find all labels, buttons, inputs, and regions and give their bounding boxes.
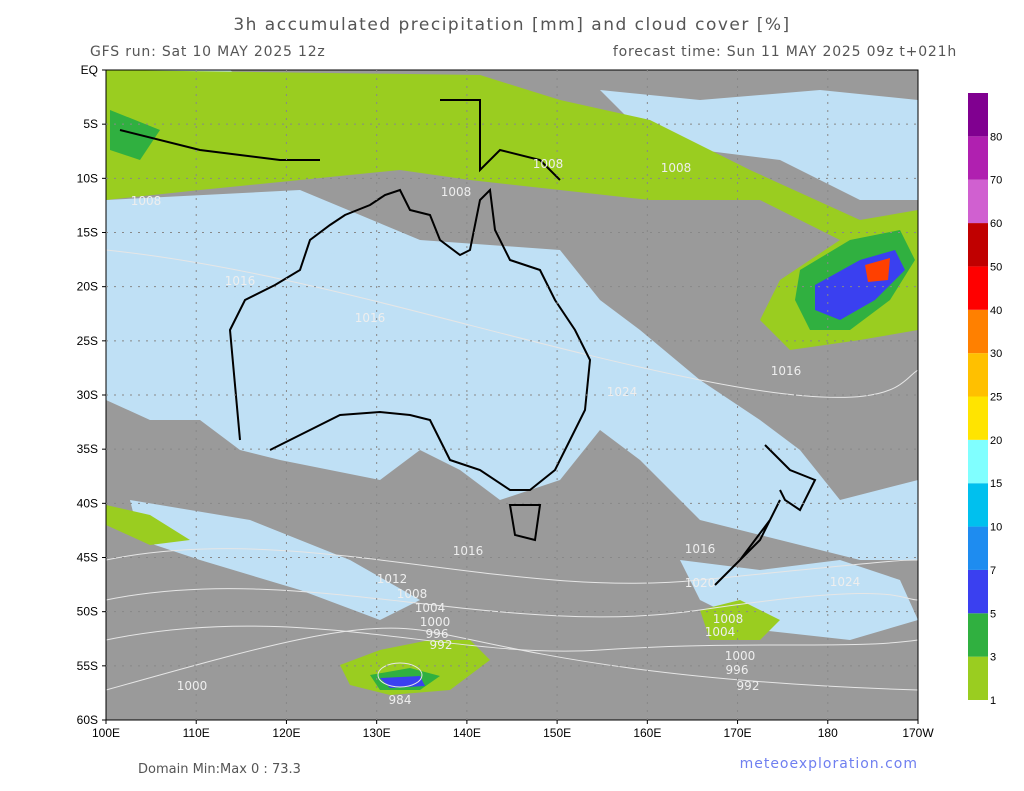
colorbar-label: 60 xyxy=(990,218,1002,230)
isobar-label: 1008 xyxy=(533,157,564,171)
colorbar-label: 70 xyxy=(990,175,1002,187)
isobar-label: 1008 xyxy=(397,587,428,601)
lat-label: 50S xyxy=(77,605,98,619)
isobar-label: 996 xyxy=(426,627,449,641)
lon-label: 110E xyxy=(183,726,210,740)
colorbar-swatch xyxy=(968,353,988,397)
colorbar-swatch xyxy=(968,483,988,527)
isobar-label: 996 xyxy=(726,663,749,677)
colorbar-label: 3 xyxy=(990,652,996,664)
clear-areas xyxy=(106,70,918,640)
isobar-label: 1008 xyxy=(441,185,472,199)
isobar-label: 1016 xyxy=(225,274,256,288)
lat-label: 15S xyxy=(77,226,98,240)
lon-label: 120E xyxy=(272,726,300,740)
lat-label: 35S xyxy=(77,442,98,456)
isobar-label: 1008 xyxy=(131,194,162,208)
colorbar-swatch xyxy=(968,613,988,657)
rain-peak xyxy=(865,258,890,282)
isobar-label: 1024 xyxy=(607,385,638,399)
isobars xyxy=(106,249,918,691)
colorbar-label: 1 xyxy=(990,695,996,707)
lat-label: 60S xyxy=(77,713,98,727)
coastlines xyxy=(119,99,817,586)
isobar-label: 1000 xyxy=(725,649,756,663)
domain-minmax: Domain Min:Max 0 : 73.3 xyxy=(138,762,301,777)
colorbar-label: 40 xyxy=(990,305,1002,317)
lat-label: 5S xyxy=(83,117,98,131)
isobar-label: 1000 xyxy=(420,615,451,629)
lon-label: 170W xyxy=(902,726,934,740)
isobar-label: 1012 xyxy=(377,572,408,586)
lat-label: 10S xyxy=(77,171,98,185)
colorbar-label: 30 xyxy=(990,348,1002,360)
lon-label: 150E xyxy=(543,726,571,740)
colorbar-label: 5 xyxy=(990,608,996,620)
isobar-label: 1004 xyxy=(705,625,736,639)
lat-label: 20S xyxy=(77,280,98,294)
colorbar-label: 25 xyxy=(990,392,1002,404)
lat-label: EQ xyxy=(81,63,98,77)
isobar-label: 1016 xyxy=(355,311,386,325)
colorbar-swatch xyxy=(968,136,988,180)
isobar-label: 1016 xyxy=(771,364,802,378)
colorbar-swatch xyxy=(968,439,988,484)
map xyxy=(106,70,918,720)
isobar-label: 1008 xyxy=(713,612,744,626)
lon-label: 140E xyxy=(453,726,481,740)
lon-label: 160E xyxy=(633,726,661,740)
isobar-label: 1024 xyxy=(830,575,861,589)
lon-label: 170E xyxy=(724,726,752,740)
colorbar-swatch xyxy=(968,569,988,614)
colorbar-label: 20 xyxy=(990,435,1002,447)
lat-label: 40S xyxy=(77,496,98,510)
colorbar-label: 7 xyxy=(990,565,996,577)
lat-label: 25S xyxy=(77,334,98,348)
isobar-label: 992 xyxy=(737,679,760,693)
isobar-label: 992 xyxy=(430,638,453,652)
isobar-label: 984 xyxy=(389,693,412,707)
colorbar-swatch xyxy=(968,93,988,137)
forecast-label: forecast time: Sun 11 MAY 2025 09z t+021… xyxy=(613,44,957,60)
colorbar-swatch xyxy=(968,179,988,224)
isobar-label: 1016 xyxy=(453,544,484,558)
isobar-label: 1020 xyxy=(685,576,716,590)
isobar-label: 1008 xyxy=(661,161,692,175)
title: 3h accumulated precipitation [mm] and cl… xyxy=(233,15,790,35)
run-label: GFS run: Sat 10 MAY 2025 12z xyxy=(90,44,326,60)
lat-label: 45S xyxy=(77,551,98,565)
site-credit[interactable]: meteoexploration.com xyxy=(740,756,918,772)
lon-label: 130E xyxy=(363,726,391,740)
colorbar-label: 80 xyxy=(990,131,1002,143)
lon-label: 180 xyxy=(818,726,838,740)
lon-label: 100E xyxy=(92,726,120,740)
colorbar-swatch xyxy=(968,266,988,310)
colorbar-label: 10 xyxy=(990,522,1002,534)
colorbar-swatch xyxy=(968,656,988,700)
isobar-label: 1004 xyxy=(415,601,446,615)
isobar-label: 1016 xyxy=(685,542,716,556)
lat-label: 30S xyxy=(77,388,98,402)
colorbar-swatch xyxy=(968,526,988,570)
isobar-label: 1000 xyxy=(177,679,208,693)
colorbar-swatch xyxy=(968,309,988,354)
colorbar-label: 50 xyxy=(990,261,1002,273)
colorbar-swatch xyxy=(968,223,988,267)
colorbar-swatch xyxy=(968,396,988,440)
colorbar-label: 15 xyxy=(990,478,1002,490)
lat-label: 55S xyxy=(77,659,98,673)
